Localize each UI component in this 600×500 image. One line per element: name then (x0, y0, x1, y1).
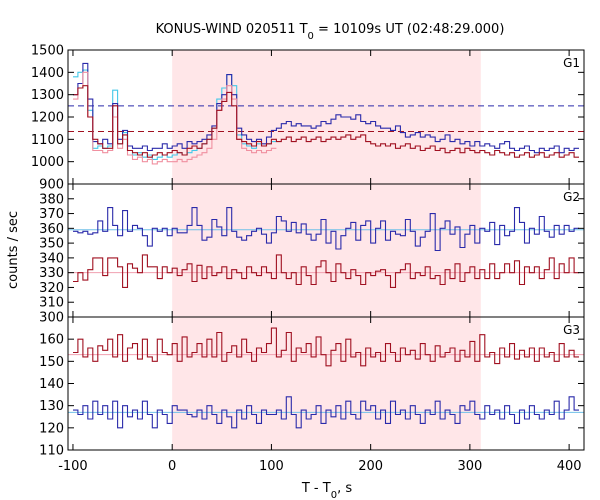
shaded-interval (172, 50, 481, 450)
g1-series-pink (73, 71, 277, 165)
g2-panel-label: G2 (563, 190, 580, 204)
y-tick-label: 150 (39, 355, 64, 370)
y-tick-label: 900 (39, 178, 64, 193)
g1-panel-label: G1 (563, 56, 580, 70)
x-tick-label: 0 (168, 459, 176, 474)
x-axis-label: T - T0, s (301, 481, 352, 500)
y-tick-label: 370 (39, 207, 64, 222)
g2-series-red (73, 254, 579, 288)
y-tick-label: 380 (39, 192, 64, 207)
y-tick-label: 310 (39, 296, 64, 311)
x-tick-label: -100 (58, 459, 88, 474)
y-tick-label: 350 (39, 237, 64, 252)
y-tick-label: 1100 (31, 133, 64, 148)
y-tick-label: 140 (39, 377, 64, 392)
g2-series-blue (73, 207, 579, 252)
x-tick-label: 200 (358, 459, 383, 474)
g3-series-red (73, 327, 579, 367)
g1-series-blue (73, 62, 579, 154)
x-tick-label: 100 (259, 459, 284, 474)
y-tick-label: 120 (39, 421, 64, 436)
g1-series-red (73, 85, 579, 158)
y-axis-label: counts / sec (6, 211, 21, 289)
x-tick-label: 300 (457, 459, 482, 474)
x-tick-label: 400 (557, 459, 582, 474)
y-tick-label: 320 (39, 281, 64, 296)
y-tick-label: 330 (39, 266, 64, 281)
y-tick-label: 1000 (31, 155, 64, 170)
y-tick-label: 160 (39, 333, 64, 348)
y-tick-label: 130 (39, 399, 64, 414)
y-tick-label: 340 (39, 251, 64, 266)
chart-title: KONUS-WIND 020511 T0 = 10109s UT (02:48:… (156, 22, 505, 42)
y-tick-label: 1500 (31, 44, 64, 59)
y-tick-label: 1200 (31, 111, 64, 126)
plot-area: 900100011001200130014001500G130031032033… (31, 44, 585, 474)
g3-series-blue (73, 396, 579, 429)
y-tick-label: 110 (39, 444, 64, 459)
y-tick-label: 1300 (31, 88, 64, 103)
y-tick-label: 1400 (31, 66, 64, 81)
y-tick-label: 300 (39, 311, 64, 326)
g3-panel-label: G3 (563, 323, 580, 337)
y-tick-label: 360 (39, 222, 64, 237)
